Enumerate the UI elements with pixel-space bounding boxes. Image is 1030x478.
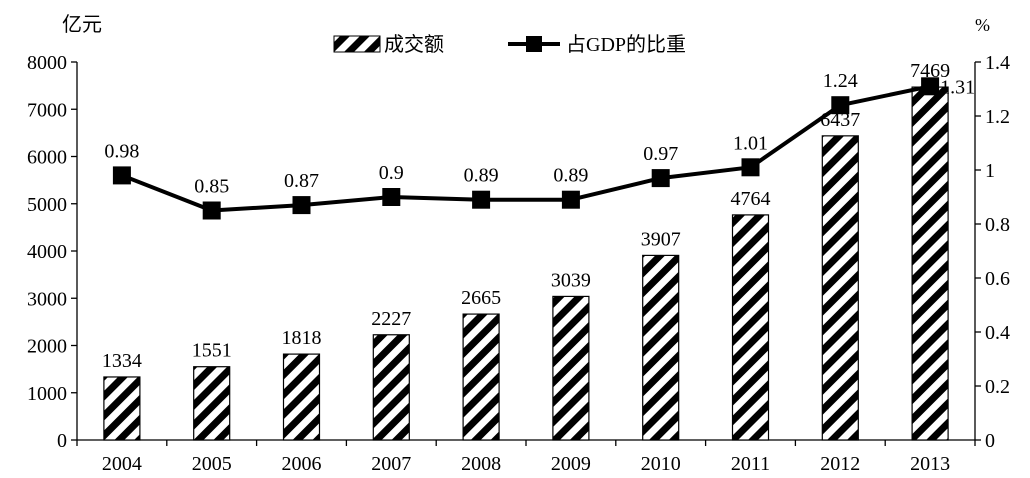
line-value-label: 0.87: [284, 170, 319, 192]
left-tick-label: 3000: [27, 288, 67, 310]
bar-value-label: 3039: [551, 269, 591, 291]
left-axis-ticks: 0 1000 2000 3000 4000 5000 6000 7000 8000: [27, 52, 77, 452]
line-marker: [921, 77, 940, 96]
bar: [103, 376, 141, 441]
bar-value-label: 4764: [731, 188, 771, 210]
left-tick-label: 8000: [27, 52, 67, 74]
bar: [821, 135, 859, 441]
bar-value-label: 7469: [910, 60, 950, 82]
bar: [911, 86, 949, 441]
line-value-label: 0.89: [464, 165, 499, 187]
line-series: [112, 77, 940, 220]
x-tick-label: 2011: [731, 453, 770, 475]
left-tick-label: 6000: [27, 147, 67, 169]
left-tick-label: 1000: [27, 383, 67, 405]
line-marker: [831, 96, 850, 115]
line-value-label: 1.31: [940, 76, 975, 98]
left-tick-label: 4000: [27, 241, 67, 263]
legend-line-marker: [526, 36, 542, 52]
line-marker: [112, 166, 131, 185]
right-axis-ticks: 0 0.2 0.4 0.6 0.8 1 1.2 1.4: [975, 52, 1010, 452]
right-tick-label: 1: [985, 160, 995, 182]
left-tick-label: 2000: [27, 336, 67, 358]
x-tick-label: 2006: [282, 453, 322, 475]
legend-bar-label: 成交额: [384, 33, 444, 56]
left-tick-label: 0: [57, 430, 67, 452]
x-tick-label: 2005: [192, 453, 232, 475]
left-tick-label: 7000: [27, 99, 67, 121]
x-tick-label: 2013: [910, 453, 950, 475]
bar: [282, 353, 321, 441]
line-value-label: 1.24: [823, 70, 858, 92]
bar-series: [103, 86, 949, 441]
legend-bar-swatch: [333, 35, 381, 53]
right-tick-label: 1.4: [985, 52, 1010, 74]
line-marker: [292, 196, 311, 215]
legend: 成交额 占GDP的比重: [333, 33, 686, 56]
line-value-label: 1.01: [733, 132, 768, 154]
x-axis-ticks: 2004 2005 2006 2007 2008 2009 2010 2011 2012 2013: [76, 440, 976, 475]
line-marker: [741, 158, 760, 177]
x-tick-label: 2009: [551, 453, 591, 475]
bar: [193, 366, 231, 441]
bar: [552, 295, 590, 441]
line-value-label: 0.89: [553, 165, 588, 187]
left-axis-unit: 亿元: [62, 13, 102, 36]
right-tick-label: 0.8: [985, 214, 1010, 236]
bar: [642, 254, 680, 441]
line-value-labels: 0.98 0.85 0.87 0.9 0.89 0.89 0.97 1.01 1.24 1.31: [104, 70, 975, 197]
bar-value-label: 3907: [641, 228, 681, 250]
bar: [731, 214, 770, 441]
bar: [462, 313, 500, 441]
line-value-label: 0.98: [104, 140, 139, 162]
x-tick-label: 2008: [461, 453, 501, 475]
x-tick-label: 2004: [102, 453, 142, 475]
line-marker: [202, 201, 221, 220]
left-tick-label: 5000: [27, 194, 67, 216]
series-line: [121, 84, 931, 213]
line-marker: [472, 190, 491, 209]
bar-value-label: 1551: [192, 340, 232, 362]
right-axis-unit: %: [975, 15, 990, 35]
bar-value-label: 2665: [461, 287, 501, 309]
right-tick-label: 0.4: [985, 322, 1010, 344]
bar-value-label: 1334: [102, 350, 142, 372]
right-tick-label: 0.2: [985, 376, 1010, 398]
x-tick-label: 2012: [820, 453, 860, 475]
line-marker: [561, 190, 580, 209]
x-tick-label: 2010: [641, 453, 681, 475]
bar-value-label: 1818: [282, 327, 322, 349]
right-tick-label: 0.6: [985, 268, 1010, 290]
legend-line-label: 占GDP的比重: [566, 33, 686, 56]
x-tick-label: 2007: [371, 453, 411, 475]
right-tick-label: 0: [985, 430, 995, 452]
line-value-label: 0.85: [194, 176, 229, 198]
line-marker: [651, 169, 670, 188]
right-tick-label: 1.2: [985, 106, 1010, 128]
bar: [372, 334, 410, 441]
line-marker: [382, 188, 401, 206]
line-value-label: 0.9: [379, 162, 404, 184]
line-value-label: 0.97: [643, 143, 678, 165]
bar-value-label: 2227: [371, 308, 411, 330]
